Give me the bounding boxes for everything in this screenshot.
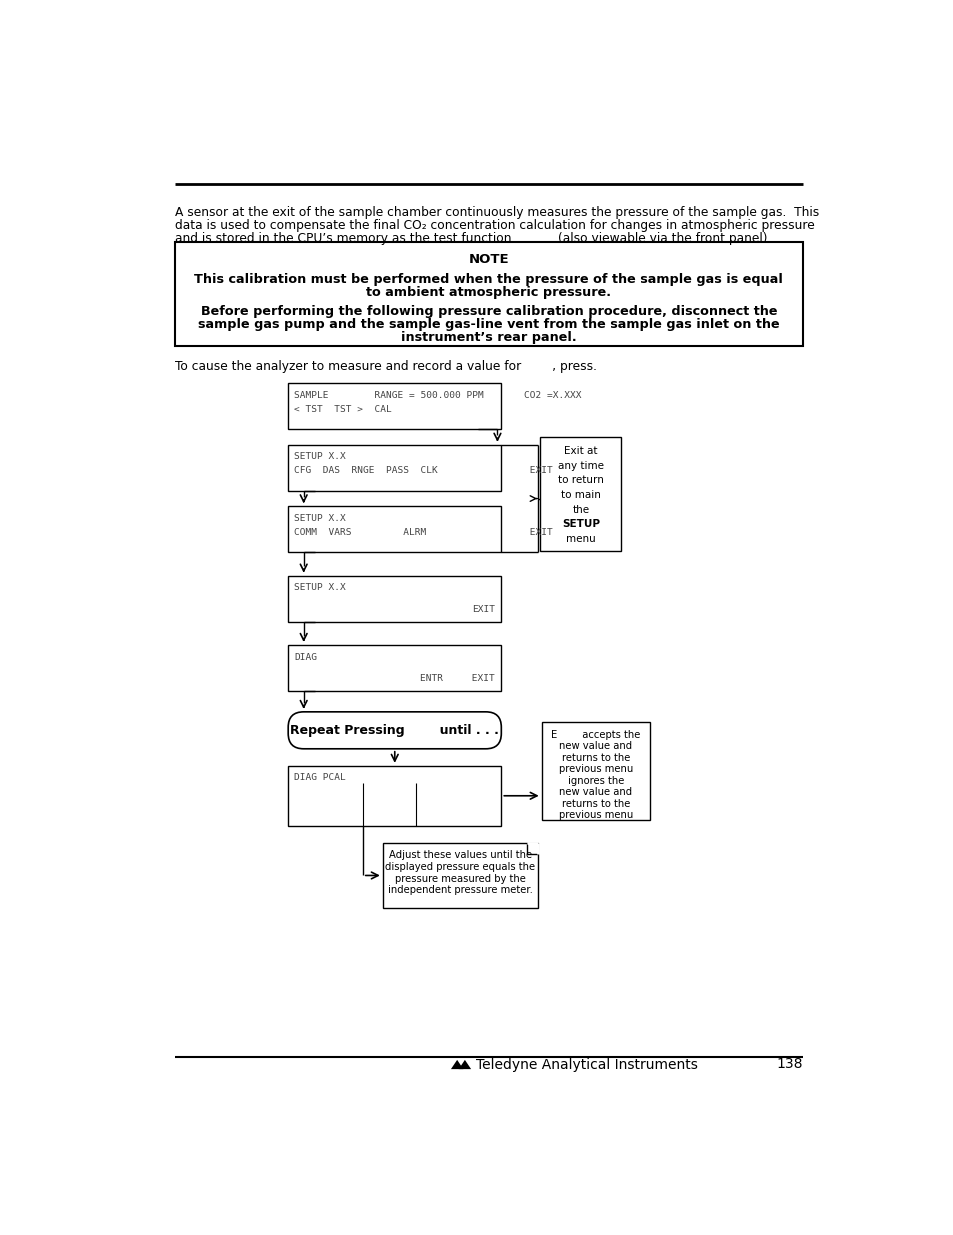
- Text: the: the: [572, 505, 589, 515]
- Bar: [539, 437, 620, 551]
- Bar: [288, 445, 500, 490]
- Text: A sensor at the exit of the sample chamber continuously measures the pressure of: A sensor at the exit of the sample chamb…: [174, 206, 819, 219]
- Bar: [288, 506, 500, 552]
- Text: Before performing the following pressure calibration procedure, disconnect the: Before performing the following pressure…: [200, 305, 777, 319]
- Text: CFG  DAS  RNGE  PASS  CLK                EXIT: CFG DAS RNGE PASS CLK EXIT: [294, 466, 553, 475]
- Text: SETUP X.X: SETUP X.X: [294, 452, 346, 462]
- Polygon shape: [458, 1060, 471, 1070]
- Text: Adjust these values until the
displayed pressure equals the
pressure measured by: Adjust these values until the displayed …: [385, 851, 535, 895]
- Text: data is used to compensate the final CO₂ concentration calculation for changes i: data is used to compensate the final CO₂…: [174, 219, 814, 232]
- Bar: [288, 383, 500, 430]
- Text: DIAG: DIAG: [294, 652, 317, 662]
- Text: new value and: new value and: [558, 741, 632, 751]
- Text: previous menu: previous menu: [558, 810, 633, 820]
- Text: < TST  TST >  CAL: < TST TST > CAL: [294, 405, 392, 414]
- Bar: [174, 242, 802, 346]
- Bar: [288, 576, 500, 621]
- Bar: [541, 721, 649, 820]
- Text: and is stored in the CPU’s memory as the test function            (also viewable: and is stored in the CPU’s memory as the…: [174, 232, 771, 245]
- Bar: [288, 645, 500, 692]
- Text: returns to the: returns to the: [561, 799, 629, 809]
- Text: menu: menu: [565, 534, 595, 543]
- Text: new value and: new value and: [558, 787, 632, 798]
- Text: Teledyne Analytical Instruments: Teledyne Analytical Instruments: [476, 1057, 697, 1072]
- Text: Exit at: Exit at: [563, 446, 597, 456]
- Text: 138: 138: [776, 1057, 802, 1072]
- Bar: [288, 766, 500, 826]
- Text: EXIT: EXIT: [472, 605, 495, 614]
- Text: SETUP X.X: SETUP X.X: [294, 583, 346, 593]
- Text: SETUP: SETUP: [561, 520, 599, 530]
- Polygon shape: [526, 842, 537, 853]
- Text: DIAG PCAL: DIAG PCAL: [294, 773, 346, 783]
- Text: sample gas pump and the sample gas-line vent from the sample gas inlet on the: sample gas pump and the sample gas-line …: [198, 319, 779, 331]
- Text: This calibration must be performed when the pressure of the sample gas is equal: This calibration must be performed when …: [194, 273, 782, 287]
- FancyBboxPatch shape: [288, 711, 500, 748]
- Text: E        accepts the: E accepts the: [551, 730, 639, 740]
- Text: instrument’s rear panel.: instrument’s rear panel.: [400, 331, 577, 345]
- Text: SAMPLE        RANGE = 500.000 PPM       CO2 =X.XXX: SAMPLE RANGE = 500.000 PPM CO2 =X.XXX: [294, 390, 581, 400]
- Text: returns to the: returns to the: [561, 752, 629, 763]
- Text: any time: any time: [558, 461, 603, 471]
- Bar: [382, 842, 537, 908]
- Polygon shape: [451, 1060, 463, 1070]
- Text: SETUP X.X: SETUP X.X: [294, 514, 346, 522]
- Text: ENTR     EXIT: ENTR EXIT: [420, 674, 495, 683]
- Text: Repeat Pressing        until . . .: Repeat Pressing until . . .: [290, 724, 498, 737]
- Text: ignores the: ignores the: [567, 776, 623, 785]
- Text: To cause the analyzer to measure and record a value for        , press.: To cause the analyzer to measure and rec…: [174, 359, 597, 373]
- Text: NOTE: NOTE: [468, 253, 509, 266]
- Text: COMM  VARS         ALRM                  EXIT: COMM VARS ALRM EXIT: [294, 527, 553, 537]
- Text: to ambient atmospheric pressure.: to ambient atmospheric pressure.: [366, 287, 611, 299]
- Text: previous menu: previous menu: [558, 764, 633, 774]
- Text: to main: to main: [560, 490, 600, 500]
- Text: to return: to return: [558, 475, 603, 485]
